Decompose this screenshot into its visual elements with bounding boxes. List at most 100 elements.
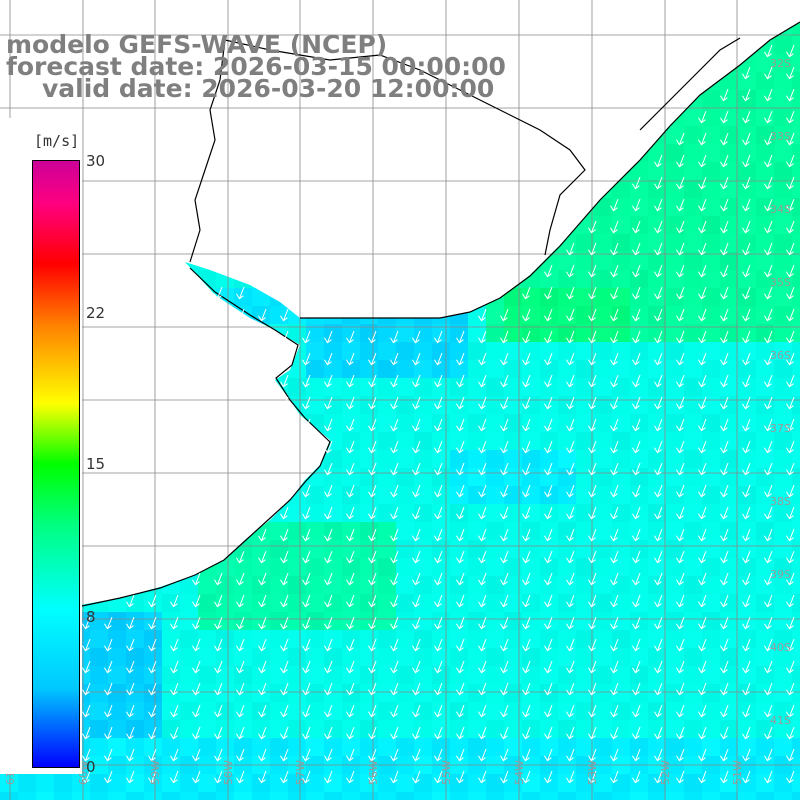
wind-speed-cell — [720, 738, 739, 757]
wind-speed-cell — [684, 738, 703, 757]
wind-arrow — [786, 110, 795, 124]
wind-arrow — [698, 110, 707, 124]
wind-arrow — [544, 440, 553, 454]
wind-speed-cell — [504, 288, 523, 307]
wind-speed-cell — [558, 702, 577, 721]
wind-arrow — [500, 704, 509, 718]
wind-arrow — [610, 506, 619, 520]
wind-arrow — [522, 726, 531, 740]
wind-speed-cell — [594, 720, 613, 739]
wind-arrow — [346, 638, 355, 652]
wind-speed-cell — [576, 630, 595, 649]
wind-arrow — [676, 198, 685, 212]
wind-speed-cell — [126, 684, 145, 703]
wind-speed-cell — [414, 720, 433, 739]
wind-speed-cell — [756, 774, 775, 793]
wind-speed-cell — [90, 666, 109, 685]
wind-speed-cell — [180, 594, 199, 613]
wind-speed-cell — [666, 522, 685, 541]
wind-speed-cell — [198, 774, 217, 793]
wind-speed-cell — [666, 684, 685, 703]
wind-speed-cell — [468, 342, 487, 361]
wind-speed-cell — [576, 324, 595, 343]
wind-speed-cell — [18, 792, 37, 800]
wind-speed-cell — [198, 792, 217, 800]
wind-speed-cell — [558, 360, 577, 379]
wind-arrow — [720, 198, 729, 212]
wind-arrow — [764, 770, 773, 784]
wind-speed-cell — [522, 396, 541, 415]
wind-speed-cell — [558, 342, 577, 361]
wind-speed-cell — [720, 270, 739, 289]
wind-speed-cell — [720, 486, 739, 505]
wind-arrow — [654, 748, 663, 762]
wind-speed-cell — [486, 324, 505, 343]
wind-arrow — [742, 264, 751, 278]
wind-speed-cell — [144, 792, 163, 800]
wind-speed-cell — [144, 720, 163, 739]
wind-speed-cell — [612, 576, 631, 595]
wind-arrow — [786, 616, 795, 630]
wind-arrow — [434, 528, 443, 542]
wind-speed-cell — [378, 396, 397, 415]
wind-arrow — [148, 682, 157, 696]
wind-arrow — [566, 770, 575, 784]
wind-arrow — [676, 682, 685, 696]
wind-arrow — [478, 506, 487, 520]
wind-speed-cell — [612, 522, 631, 541]
wind-speed-cell — [684, 342, 703, 361]
wind-arrow — [610, 704, 619, 718]
wind-speed-cell — [396, 342, 415, 361]
wind-speed-cell — [720, 432, 739, 451]
wind-speed-cell — [450, 396, 469, 415]
wind-speed-cell — [108, 630, 127, 649]
wind-arrow — [104, 638, 113, 652]
wind-arrow — [170, 594, 179, 608]
wind-speed-cell — [666, 414, 685, 433]
wind-speed-cell — [198, 576, 217, 595]
wind-speed-cell — [270, 522, 289, 541]
wind-arrow — [456, 462, 465, 476]
wind-arrow — [82, 704, 91, 718]
wind-speed-cell — [288, 522, 307, 541]
wind-speed-cell — [234, 630, 253, 649]
wind-speed-cell — [720, 540, 739, 559]
wind-speed-cell — [738, 738, 757, 757]
wind-speed-cell — [648, 234, 667, 253]
wind-speed-cell — [684, 108, 703, 127]
wind-arrow — [522, 616, 531, 630]
wind-speed-cell — [504, 468, 523, 487]
wind-speed-cell — [720, 324, 739, 343]
wind-speed-cell — [162, 738, 181, 757]
wind-arrow — [302, 704, 311, 718]
wind-arrow — [324, 396, 333, 410]
wind-speed-cell — [774, 306, 793, 325]
wind-speed-cell — [378, 504, 397, 523]
wind-speed-cell — [558, 738, 577, 757]
wind-speed-cell — [342, 522, 361, 541]
wind-arrow — [742, 704, 751, 718]
wind-arrow — [522, 308, 531, 322]
wind-speed-cell — [504, 450, 523, 469]
wind-speed-cell — [558, 504, 577, 523]
wind-speed-cell — [594, 216, 613, 235]
wind-speed-cell — [792, 306, 800, 325]
wind-arrow — [346, 528, 355, 542]
wind-speed-cell — [342, 792, 361, 800]
wind-speed-cell — [684, 486, 703, 505]
wind-arrow — [346, 616, 355, 630]
wind-speed-cell — [468, 792, 487, 800]
wind-arrow — [236, 770, 245, 784]
wind-speed-cell — [792, 432, 800, 451]
wind-speed-cell — [504, 702, 523, 721]
wind-arrow — [236, 660, 245, 674]
wind-speed-cell — [684, 252, 703, 271]
wind-arrow — [478, 330, 487, 344]
wind-speed-cell — [738, 216, 757, 235]
wind-speed-cell — [540, 720, 559, 739]
wind-speed-cell — [486, 720, 505, 739]
wind-speed-cell — [702, 198, 721, 217]
wind-arrow — [544, 726, 553, 740]
wind-speed-cell — [792, 666, 800, 685]
wind-speed-cell — [576, 594, 595, 613]
